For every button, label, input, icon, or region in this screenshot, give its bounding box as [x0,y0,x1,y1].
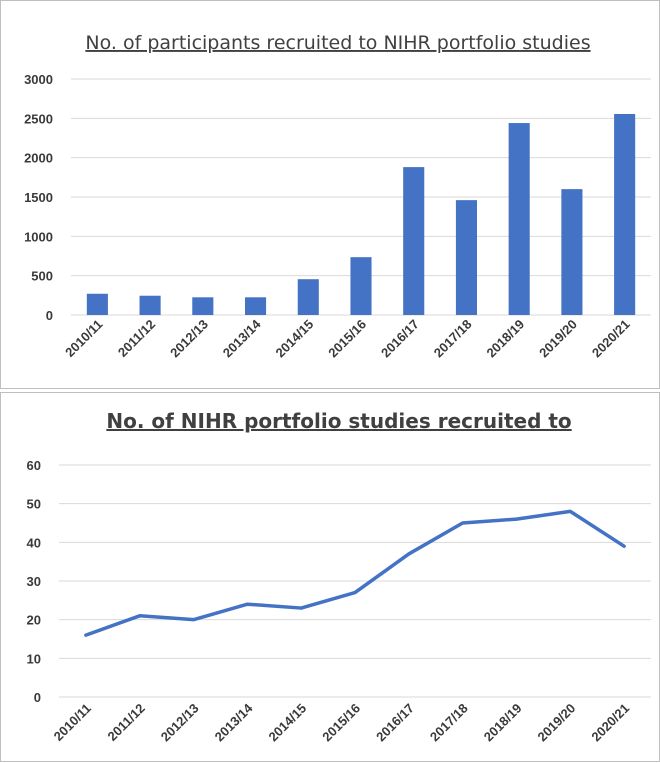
x-tick-label: 2015/16 [325,317,369,361]
x-tick-label: 2012/13 [158,701,202,745]
bar [139,295,161,315]
data-point [622,544,626,548]
x-tick-label: 2017/18 [427,701,471,745]
bar-chart-title: No. of participants recruited to NIHR po… [85,32,590,54]
bar [455,200,477,315]
y-tick-label: 20 [27,613,41,628]
bar-chart-panel: No. of participants recruited to NIHR po… [0,0,660,389]
bar [245,297,267,315]
y-tick-label: 500 [31,269,53,284]
data-point [568,509,572,513]
x-tick-label: 2020/21 [588,701,632,745]
x-tick-label: 2013/14 [220,316,264,360]
y-tick-label: 2500 [24,111,53,126]
data-point [514,517,518,521]
bar [561,189,583,315]
x-tick-label: 2010/11 [62,317,105,360]
line-chart-panel: No. of NIHR portfolio studies recruited … [0,392,660,762]
x-tick-label: 2012/13 [167,317,211,361]
series-line [84,509,626,637]
x-tick-label: 2016/17 [378,317,422,361]
y-tick-label: 1000 [24,229,53,244]
y-tick-label: 30 [27,574,41,589]
bar [403,167,425,315]
bar [192,297,214,315]
bar [86,293,108,315]
y-tick-label: 0 [34,690,41,705]
data-point [299,606,303,610]
data-point [192,618,196,622]
x-tick-label: 2011/12 [105,701,148,744]
x-tick-label: 2018/19 [481,701,525,745]
bar [614,114,636,315]
data-point [245,602,249,606]
data-point [84,633,88,637]
bar-chart: No. of participants recruited to NIHR po… [24,32,651,360]
data-point [461,521,465,525]
data-point [138,614,142,618]
x-tick-label: 2016/17 [373,701,417,745]
y-tick-label: 3000 [24,72,53,87]
x-tick-label: 2017/18 [431,317,475,361]
y-tick-label: 60 [27,458,41,473]
x-tick-label: 2011/12 [115,317,158,360]
x-tick-label: 2010/11 [51,701,94,744]
bar [297,279,319,315]
y-tick-label: 10 [27,651,41,666]
line-chart-title: No. of NIHR portfolio studies recruited … [106,409,571,433]
x-tick-label: 2014/15 [265,701,309,745]
data-point [407,552,411,556]
x-tick-label: 2015/16 [319,701,363,745]
y-tick-label: 2000 [24,151,53,166]
x-tick-label: 2013/14 [212,700,256,744]
y-tick-label: 50 [27,497,41,512]
y-tick-label: 40 [27,535,41,550]
bar [350,257,372,315]
x-tick-label: 2018/19 [483,317,527,361]
bar [508,123,530,315]
x-tick-label: 2019/20 [536,317,580,361]
y-tick-label: 1500 [24,190,53,205]
y-tick-label: 0 [46,308,53,323]
x-tick-label: 2014/15 [273,317,317,361]
x-tick-label: 2019/20 [535,701,579,745]
data-point [353,591,357,595]
line-chart: No. of NIHR portfolio studies recruited … [27,409,651,744]
line-chart-plot: 0 10 20 30 40 50 60 2010/11 2011/12 2012/13 2013/1… [27,458,651,744]
x-tick-label: 2020/21 [589,317,633,361]
